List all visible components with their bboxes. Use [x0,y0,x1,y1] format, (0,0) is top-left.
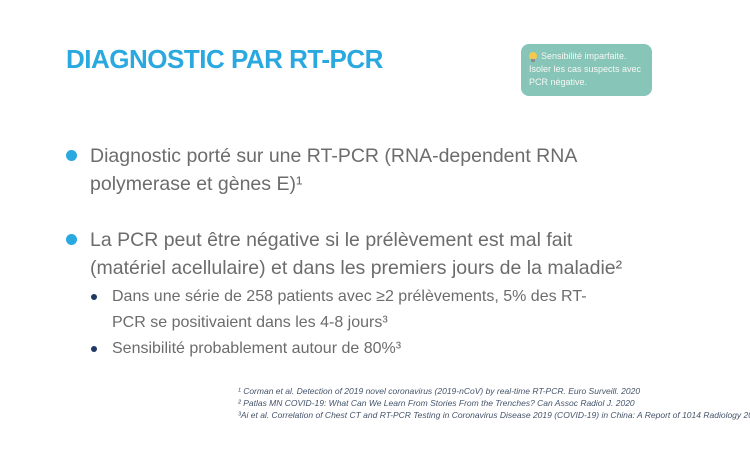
bullet-dot-icon [66,234,77,245]
footnote-1: ¹ Corman et al. Detection of 2019 novel … [238,386,641,396]
bullet-dot-icon [66,150,77,161]
sub-bullet-dot-icon [91,294,97,300]
footnotes: ¹ Corman et al. Detection of 2019 novel … [238,385,750,421]
footnote-2: ² Patlas MN COVID-19: What Can We Learn … [238,398,635,408]
sub-bullet-dot-icon [91,346,97,352]
callout-text: Sensibilité imparfaite. Isoler les cas s… [529,51,642,87]
bullet-item-1-text: Diagnostic porté sur une RT-PCR (RNA-dep… [90,145,578,195]
sub-bullet-item-1-text: Dans une série de 258 patients avec ≥2 p… [112,288,587,331]
lightbulb-icon [529,52,537,62]
callout-note: Sensibilité imparfaite. Isoler les cas s… [521,44,652,96]
sub-bullet-list: Dans une série de 258 patients avec ≥2 p… [91,284,587,362]
sub-bullet-item-2: Sensibilité probablement autour de 80%³ [91,336,587,362]
bullet-item-1: Diagnostic porté sur une RT-PCR (RNA-dep… [66,142,577,198]
bullet-item-2: La PCR peut être négative si le prélèvem… [66,226,622,282]
sub-bullet-item-1: Dans une série de 258 patients avec ≥2 p… [91,284,587,336]
bullet-item-2-text: La PCR peut être négative si le prélèvem… [90,229,623,279]
footnote-3: ³Ai et al. Correlation of Chest CT and R… [238,410,750,420]
page-title: DIAGNOSTIC PAR RT-PCR [66,44,383,74]
sub-bullet-item-2-text: Sensibilité probablement autour de 80%³ [112,340,402,357]
